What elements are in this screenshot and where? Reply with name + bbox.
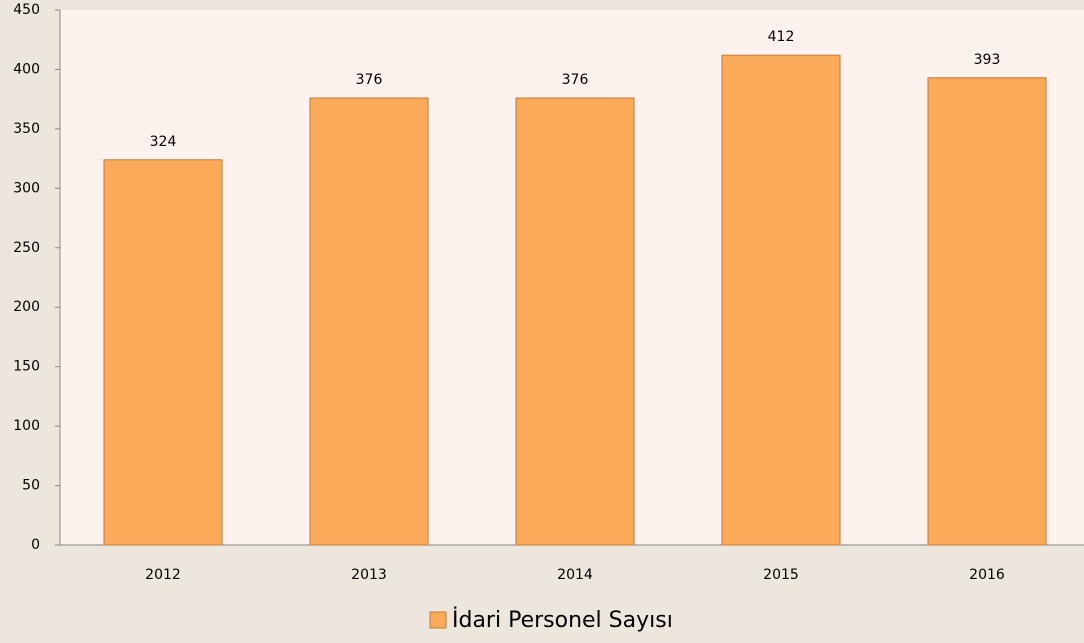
data-label: 412 [768, 29, 795, 45]
x-tick-label: 2015 [763, 567, 799, 583]
legend-swatch [429, 611, 447, 629]
x-tick-label: 2013 [351, 567, 387, 583]
legend-text: İdari Personel Sayısı [452, 607, 673, 633]
y-tick-label: 350 [13, 121, 40, 137]
y-tick-label: 450 [13, 2, 40, 18]
bar [927, 77, 1047, 546]
data-label: 393 [974, 52, 1001, 68]
y-tick-label: 0 [31, 537, 40, 553]
data-label: 376 [356, 72, 383, 88]
x-tick-label: 2012 [145, 567, 181, 583]
bar [309, 97, 429, 546]
x-tick-label: 2016 [969, 567, 1005, 583]
bar [103, 159, 223, 546]
y-tick-label: 300 [13, 180, 40, 196]
bar [515, 97, 635, 546]
y-tick-label: 100 [13, 418, 40, 434]
data-label: 324 [150, 134, 177, 150]
x-tick-label: 2014 [557, 567, 593, 583]
y-tick-label: 400 [13, 61, 40, 77]
data-label: 376 [562, 72, 589, 88]
y-tick-label: 250 [13, 240, 40, 256]
y-tick-label: 150 [13, 359, 40, 375]
y-tick-label: 200 [13, 299, 40, 315]
y-tick-label: 50 [22, 478, 40, 494]
bar [721, 54, 841, 546]
